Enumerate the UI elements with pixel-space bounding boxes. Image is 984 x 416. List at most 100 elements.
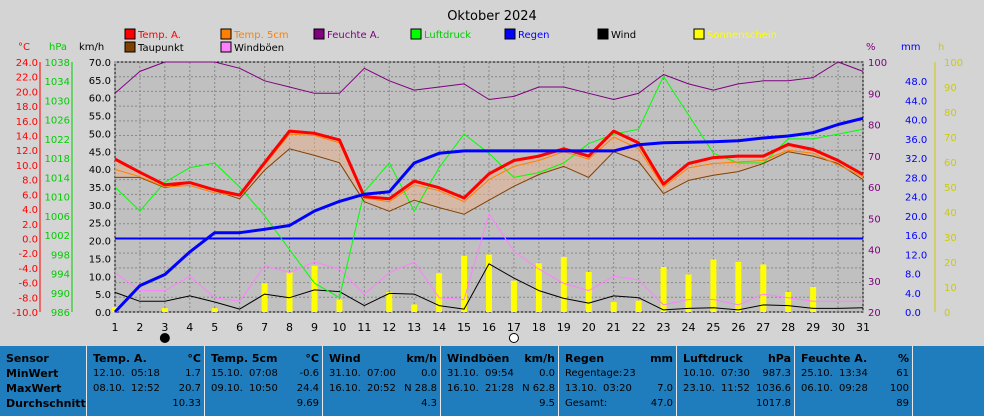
stats-time: 11:52 xyxy=(721,383,750,394)
tick-x: 25 xyxy=(706,321,720,334)
stats-date: 31.10. xyxy=(447,368,479,379)
tick-x: 29 xyxy=(806,321,820,334)
tick-x: 31 xyxy=(856,321,870,334)
stats-avg-label: Gesamt: xyxy=(565,398,608,409)
stats-avg-row: 1017.8 xyxy=(683,397,791,410)
stats-title: Temp. 5cm xyxy=(211,352,278,365)
stats-max-row: 23.10. 11:52 1036.6 xyxy=(683,382,791,395)
sun-bar xyxy=(436,273,443,312)
temp-line xyxy=(114,129,864,201)
legend-swatch-temp5 xyxy=(220,28,232,40)
tick-wind: 20.0 xyxy=(89,237,111,248)
legend-label-sun: Sonnenschein xyxy=(707,30,777,41)
sun-bar xyxy=(560,257,567,312)
tick-humidity: 100 xyxy=(868,58,887,69)
stats-value: N 62.8 xyxy=(522,383,555,394)
stats-avg-row: 4.3 xyxy=(329,397,437,410)
chart-svg: Oktober 2024 Temp. A. Temp. 5cm Feuchte A. L… xyxy=(12,9,963,343)
stats-min-row: 31.10. 09:54 0.0 xyxy=(447,367,555,380)
tick-sun: 100 xyxy=(944,58,963,69)
tick-rain: 24.0 xyxy=(905,193,927,204)
sun-bar xyxy=(735,262,742,312)
stats-avg-row: 9.69 xyxy=(211,397,319,410)
stats-time: 09:28 xyxy=(839,383,868,394)
legend-label-rain: Regen xyxy=(518,30,550,41)
tick-x: 7 xyxy=(261,321,268,334)
moon-new-marker xyxy=(159,333,170,343)
stats-time: 13:34 xyxy=(839,368,868,379)
tick-temp: 10.0 xyxy=(16,161,38,172)
tick-sun: 50 xyxy=(944,183,957,194)
tick-wind: 60.0 xyxy=(89,94,111,105)
tick-pressure: 1022 xyxy=(45,135,70,146)
tick-x: 19 xyxy=(557,321,571,334)
tick-pressure: 1014 xyxy=(45,173,70,184)
axis-unit-wind: km/h xyxy=(79,42,104,53)
stats-date: 13.10. xyxy=(565,383,597,394)
stats-unit: °C xyxy=(305,352,319,365)
sun-bar xyxy=(535,263,542,312)
pressure-line xyxy=(114,75,864,299)
tick-x: 11 xyxy=(357,321,371,334)
stats-date: 25.10. xyxy=(801,368,833,379)
tick-x: 22 xyxy=(632,321,646,334)
tick-x: 21 xyxy=(607,321,621,334)
tick-pressure: 986 xyxy=(51,308,70,319)
tick-humidity: 50 xyxy=(868,214,881,225)
tick-sun: 30 xyxy=(944,233,957,244)
stats-date: 16.10. xyxy=(329,383,361,394)
tick-sun: 90 xyxy=(944,83,957,94)
stats-column-2: Wind km/h 31.10. 07:00 0.0 16.10. 20:52 N 28.8 4… xyxy=(322,346,441,416)
stats-unit: km/h xyxy=(524,352,555,365)
tick-pressure: 1002 xyxy=(45,231,70,242)
stats-value: 1036.6 xyxy=(756,383,791,394)
tick-wind: 70.0 xyxy=(89,58,111,69)
tick-humidity: 20 xyxy=(868,308,881,319)
row-label-max: MaxWert xyxy=(6,382,62,395)
tick-wind: 30.0 xyxy=(89,201,111,212)
stats-value: 61 xyxy=(896,368,909,379)
tick-x: 20 xyxy=(582,321,596,334)
sun-bar xyxy=(211,308,218,312)
sun-bar xyxy=(461,255,468,312)
stats-date: 23.10. xyxy=(683,383,715,394)
stats-time: 12:52 xyxy=(131,383,160,394)
tick-sun: 20 xyxy=(944,258,957,269)
tick-temp: 6.0 xyxy=(22,190,38,201)
sun-bar xyxy=(386,292,393,312)
tick-temp: 24.0 xyxy=(16,58,38,69)
stats-time: 07:30 xyxy=(721,368,750,379)
tick-x: 16 xyxy=(482,321,496,334)
sun-bar xyxy=(660,267,667,312)
tick-pressure: 1030 xyxy=(45,96,70,107)
stats-date: 12.10. xyxy=(93,368,125,379)
stats-avg-row: 89 xyxy=(801,397,909,410)
stats-title: Temp. A. xyxy=(93,352,147,365)
tick-pressure: 1038 xyxy=(45,58,70,69)
stats-max-row: 16.10. 21:28 N 62.8 xyxy=(447,382,555,395)
sun-bar xyxy=(810,287,817,312)
sun-bar xyxy=(635,300,642,312)
stats-title: Wind xyxy=(329,352,361,365)
stats-time: 10:50 xyxy=(249,383,278,394)
tick-temp: 20.0 xyxy=(16,87,38,98)
tick-x: 14 xyxy=(432,321,446,334)
tick-rain: 36.0 xyxy=(905,135,927,146)
sun-bar xyxy=(336,299,343,312)
tick-temp: 2.0 xyxy=(22,220,38,231)
tick-rain: 16.0 xyxy=(905,231,927,242)
tick-x: 27 xyxy=(756,321,770,334)
tick-sun: 80 xyxy=(944,108,957,119)
axis-unit-pressure: hPa xyxy=(49,42,67,53)
tick-pressure: 1026 xyxy=(45,116,70,127)
stats-avg-row: 10.33 xyxy=(93,397,201,410)
tick-wind: 25.0 xyxy=(89,219,111,230)
sun-bar xyxy=(785,292,792,312)
tick-sun: 70 xyxy=(944,133,957,144)
tick-x: 24 xyxy=(681,321,695,334)
legend-swatch-sun xyxy=(693,28,705,40)
stats-title: Windböen xyxy=(447,352,510,365)
tick-pressure: 990 xyxy=(51,289,70,300)
tick-wind: 0.0 xyxy=(95,308,111,319)
sun-bar xyxy=(710,259,717,312)
